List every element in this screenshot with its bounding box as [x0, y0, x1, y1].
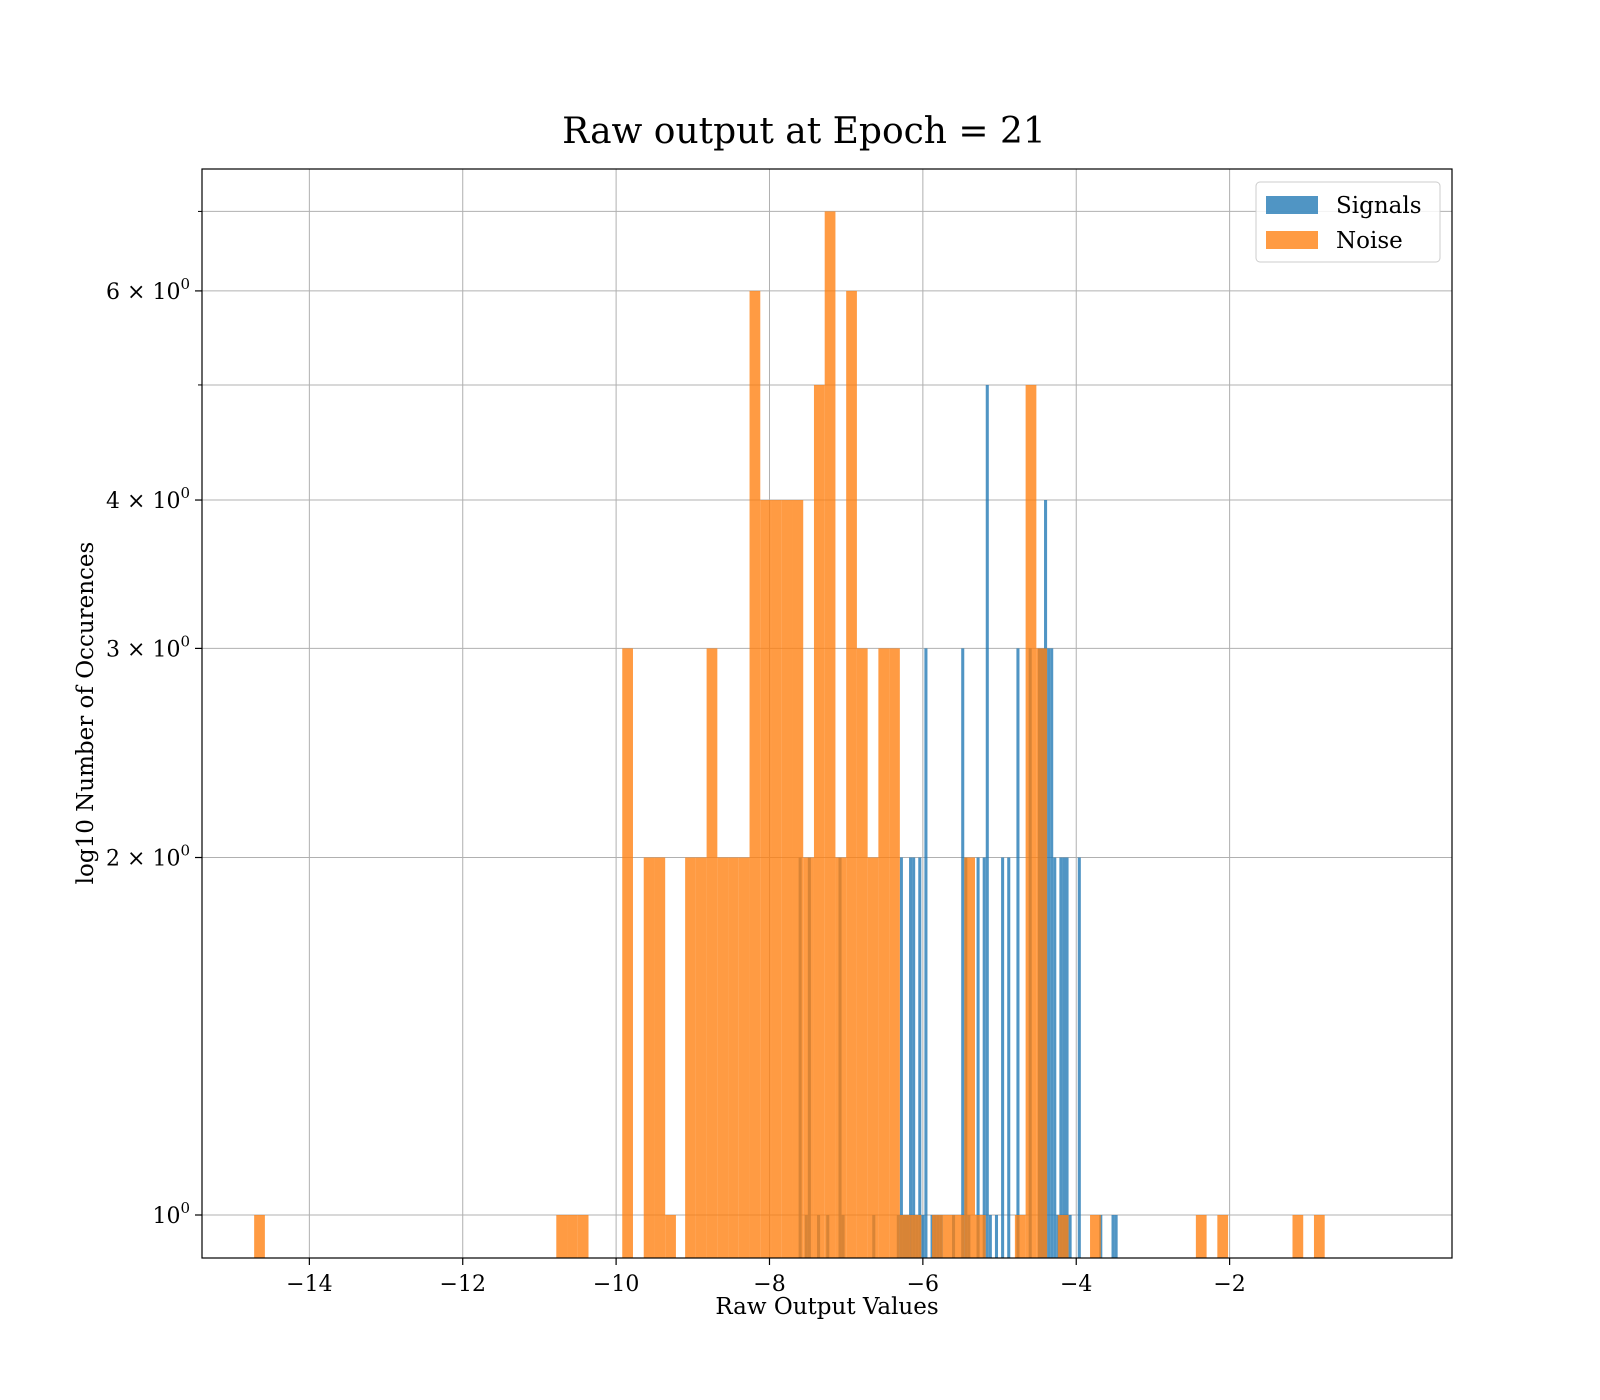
histogram-bar-noise — [1036, 648, 1048, 1258]
y-tick-label: 3 × 100 — [106, 632, 190, 662]
legend-swatch-signals — [1266, 196, 1318, 214]
y-tick-label: 6 × 100 — [106, 275, 190, 305]
histogram-bar-signals — [1007, 857, 1011, 1258]
histogram-bar-noise — [953, 1214, 965, 1258]
histogram-bar-noise — [867, 857, 879, 1258]
histogram-bar-noise — [1195, 1214, 1207, 1258]
histogram-bar-noise — [728, 857, 739, 1258]
histogram-bar-noise — [1217, 1214, 1229, 1258]
histogram-bar-signals — [1056, 1214, 1060, 1258]
histogram-bar-signals — [924, 648, 928, 1258]
histogram-bar-signals — [988, 1214, 992, 1258]
legend: Signals Noise — [1255, 181, 1441, 263]
chart-title: Raw output at Epoch = 21 — [562, 111, 1046, 152]
histogram-bar-noise — [760, 500, 772, 1258]
histogram-bar-noise — [1313, 1214, 1325, 1258]
x-tick-label: −6 — [907, 1272, 939, 1297]
histogram-bar-noise — [856, 648, 868, 1258]
histogram-bar-noise — [942, 1214, 954, 1258]
histogram-bar-signals — [1114, 1214, 1118, 1258]
histogram-bar-noise — [932, 1214, 943, 1258]
histogram-bar-noise — [654, 857, 666, 1258]
x-tick-label: −14 — [286, 1272, 332, 1297]
x-tick-label: −8 — [753, 1272, 785, 1297]
histogram-bar-noise — [1025, 384, 1037, 1259]
histogram-bar-noise — [975, 1214, 986, 1258]
histogram-bar-noise — [889, 648, 900, 1258]
histogram-bar-noise — [1090, 1214, 1101, 1258]
y-tick-label: 4 × 100 — [106, 484, 190, 514]
histogram-bar-noise — [1014, 1214, 1026, 1258]
histogram-bar-noise — [1057, 1214, 1069, 1258]
histogram-bar-noise — [695, 857, 707, 1258]
histogram-bar-signals — [909, 857, 913, 1258]
histogram-bar-noise — [878, 648, 890, 1258]
axis-ticks: −14 −12 −10 −8 −6 −4 −2 100 2 × 100 3 × 100 4 × 10… — [106, 210, 1246, 1297]
histogram-bar-signals — [1016, 648, 1020, 1258]
histogram-bar-noise — [706, 648, 718, 1258]
histogram-bar-signals — [1068, 1214, 1072, 1258]
histogram-bar-signals — [1050, 648, 1054, 1258]
histogram-bar-signals — [982, 857, 986, 1258]
histogram-bar-signals — [994, 1214, 999, 1258]
histogram-bar-signals — [899, 857, 903, 1258]
x-tick-label: −12 — [440, 1272, 486, 1297]
histogram-bar-signals — [1053, 857, 1057, 1258]
histogram-bar-noise — [717, 857, 729, 1258]
histogram-bar-noise — [846, 290, 857, 1258]
histogram-bar-signals — [961, 648, 965, 1258]
x-axis-label: Raw Output Values — [715, 1294, 938, 1320]
histogram-bar-noise — [803, 857, 814, 1258]
histogram-bar-noise — [749, 290, 761, 1258]
histogram-bar-signals — [1111, 1214, 1115, 1258]
histogram-bar-signals — [918, 857, 922, 1258]
histogram-bar-noise — [813, 384, 825, 1259]
legend-label-noise: Noise — [1336, 228, 1403, 254]
histogram-bar-signals — [912, 857, 916, 1258]
histogram-bar-noise — [643, 857, 655, 1258]
x-tick-label: −10 — [593, 1272, 639, 1297]
histogram-bar-signals — [1059, 857, 1063, 1258]
histogram-bar-noise — [685, 857, 696, 1258]
histogram-bar-noise — [556, 1214, 568, 1258]
histogram-bar-noise — [964, 857, 976, 1258]
histogram-bar-signals — [976, 857, 980, 1258]
histogram-bar-noise — [781, 500, 793, 1258]
histogram-bar-noise — [899, 1214, 911, 1258]
histogram-bar-noise — [738, 857, 750, 1258]
histogram-bar-noise — [792, 500, 804, 1258]
histogram-bar-noise — [771, 500, 782, 1258]
histogram-bar-signals — [1062, 857, 1066, 1258]
histogram-bar-signals — [1047, 648, 1051, 1258]
histogram-bar-signals — [985, 384, 989, 1259]
x-tick-label: −2 — [1213, 1272, 1245, 1297]
legend-swatch-noise — [1266, 231, 1318, 249]
plot-frame — [201, 168, 1453, 1259]
histogram-bar-noise — [665, 1214, 676, 1258]
histogram-bar-signals — [1077, 857, 1081, 1258]
histogram-bar-signals — [1001, 857, 1005, 1258]
histogram-bar-noise — [835, 857, 847, 1258]
legend-label-signals: Signals — [1336, 193, 1422, 219]
y-tick-label: 2 × 100 — [106, 842, 190, 872]
histogram-bar-signals — [1065, 857, 1069, 1258]
y-axis-label: log10 Number of Occurences — [73, 542, 99, 885]
histogram-bar-noise — [1292, 1214, 1304, 1258]
series-noise-bars — [254, 211, 1325, 1259]
histogram-bar-noise — [567, 1214, 578, 1258]
y-tick-label: 100 — [152, 1199, 190, 1229]
histogram-bar-signals — [921, 1214, 925, 1258]
histogram-bar-noise — [577, 1214, 589, 1258]
histogram-bar-noise — [824, 211, 836, 1259]
histogram-bar-noise — [622, 648, 633, 1258]
histogram-bars — [254, 211, 1325, 1259]
histogram-bar-noise — [910, 1214, 922, 1258]
x-tick-label: −4 — [1060, 1272, 1092, 1297]
histogram-bar-noise — [254, 1214, 265, 1258]
